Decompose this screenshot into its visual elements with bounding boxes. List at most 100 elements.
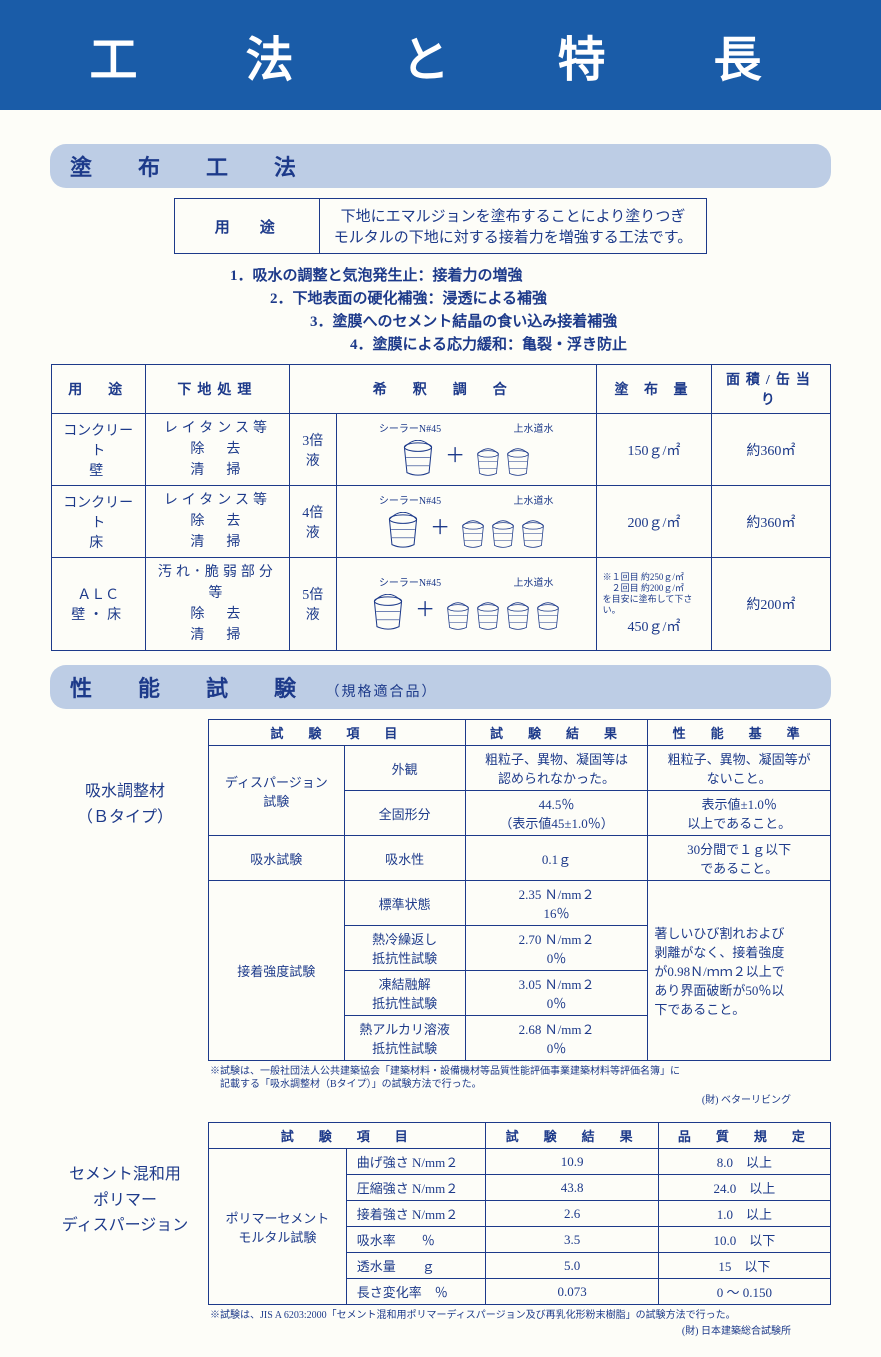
usage-label: 用途	[174, 199, 319, 254]
bucket-icon	[475, 602, 501, 632]
feature-item: 2．下地表面の硬化補強：浸透による補強	[50, 287, 831, 308]
th-prep: 下地処理	[145, 365, 289, 414]
feature-item: 4．塗膜による応力緩和：亀裂・浮き防止	[50, 333, 831, 354]
th-std-b: 品 質 規 定	[658, 1123, 830, 1149]
cell-amount: 150ｇ/㎡	[596, 414, 712, 486]
cell-group: ディスパージョン試験	[209, 746, 345, 836]
cell-ratio: 5倍液	[289, 558, 336, 651]
cell-group: ポリマーセメントモルタル試験	[209, 1149, 347, 1305]
cell-area: 約360㎡	[712, 414, 830, 486]
cell-sub: 外観	[344, 746, 465, 791]
cell-use: コンクリート壁	[51, 414, 145, 486]
th-std: 性 能 基 準	[648, 720, 831, 746]
cell-sub: 吸水性	[344, 836, 465, 881]
cell-result: 43.8	[486, 1175, 658, 1201]
performance-table-b: 試 験 項 目 試 験 結 果 品 質 規 定 ポリマーセメントモルタル試験曲げ…	[208, 1122, 831, 1305]
th-area: 面積/缶当り	[712, 365, 830, 414]
cell-sub: 熱冷繰返し抵抗性試験	[344, 926, 465, 971]
cell-result: 2.6	[486, 1201, 658, 1227]
cell-result: 0.1ｇ	[465, 836, 648, 881]
cell-area: 約200㎡	[712, 558, 830, 651]
cell-sub: 接着強さ N/mm２	[346, 1201, 486, 1227]
cell-std: 30分間で１ｇ以下であること。	[648, 836, 831, 881]
test-b-label: セメント混和用 ポリマー ディスパージョン	[50, 1122, 200, 1239]
cell-sub: 熱アルカリ溶液抵抗性試験	[344, 1016, 465, 1061]
cell-sub: 透水量 ｇ	[346, 1253, 486, 1279]
footnote-a: ※試験は、一般社団法人公共建築協会「建築材料・設備機材等品質性能評価事業建築材料…	[210, 1065, 831, 1091]
cell-use: コンクリート床	[51, 486, 145, 558]
cell-dilution: シーラーN#45上水道水 ＋	[336, 414, 596, 486]
bucket-icon	[520, 520, 546, 550]
feature-item: 1．吸水の調整と気泡発生止：接着力の増強	[50, 264, 831, 285]
bucket-icon	[505, 448, 531, 478]
cell-prep: レイタンス等除 去清 掃	[145, 486, 289, 558]
bucket-icon	[475, 448, 501, 478]
cell-prep: レイタンス等除 去清 掃	[145, 414, 289, 486]
feature-list: 1．吸水の調整と気泡発生止：接着力の増強2．下地表面の硬化補強：浸透による補強3…	[50, 264, 831, 354]
feature-item: 3．塗膜へのセメント結晶の食い込み接着補強	[50, 310, 831, 331]
cell-group: 吸水試験	[209, 836, 345, 881]
cell-sub: 全固形分	[344, 791, 465, 836]
cell-amount: ※１回目 約250ｇ/㎡ ２回目 約200ｇ/㎡を目安に塗布して下さい。450ｇ…	[596, 558, 712, 651]
cell-prep: 汚れ･脆弱部分等除 去清 掃	[145, 558, 289, 651]
footnote-b-right: (財) 日本建築総合試験所	[50, 1322, 791, 1337]
cell-sub: 凍結融解抵抗性試験	[344, 971, 465, 1016]
section-header-performance: 性 能 試 験 （規格適合品）	[50, 665, 831, 709]
cell-group: 接着強度試験	[209, 881, 345, 1061]
cell-result: 5.0	[486, 1253, 658, 1279]
bucket-icon	[490, 520, 516, 550]
th-result-b: 試 験 結 果	[486, 1123, 658, 1149]
th-item: 試 験 項 目	[209, 720, 466, 746]
usage-table: 用途 下地にエマルジョンを塗布することにより塗りつぎ モルタルの下地に対する接着…	[174, 198, 708, 254]
cell-result: 粗粒子、異物、凝固等は認められなかった。	[465, 746, 648, 791]
section-header-method: 塗 布 工 法	[50, 144, 831, 188]
bucket-icon	[371, 594, 405, 632]
cell-sub: 長さ変化率 ％	[346, 1279, 486, 1305]
method-table: 用 途 下地処理 希 釈 調 合 塗 布 量 面積/缶当り コンクリート壁 レイ…	[51, 364, 831, 651]
footnote-b: ※試験は、JIS A 6203:2000「セメント混和用ポリマーディスパージョン…	[210, 1309, 831, 1322]
cell-area: 約360㎡	[712, 486, 830, 558]
bucket-icon	[445, 602, 471, 632]
cell-std: 粗粒子、異物、凝固等がないこと。	[648, 746, 831, 791]
cell-std: 表示値±1.0％以上であること。	[648, 791, 831, 836]
cell-amount: 200ｇ/㎡	[596, 486, 712, 558]
cell-result: 3.05 Ｎ/mm２0％	[465, 971, 648, 1016]
bucket-icon	[505, 602, 531, 632]
th-result: 試 験 結 果	[465, 720, 648, 746]
th-dilution: 希 釈 調 合	[289, 365, 596, 414]
cell-std: 24.0 以上	[658, 1175, 830, 1201]
cell-result: 10.9	[486, 1149, 658, 1175]
cell-std: 0 ～ 0.150	[658, 1279, 830, 1305]
cell-sub: 吸水率 ％	[346, 1227, 486, 1253]
th-use: 用 途	[51, 365, 145, 414]
cell-std: 10.0 以下	[658, 1227, 830, 1253]
cell-sub: 曲げ強さ N/mm２	[346, 1149, 486, 1175]
cell-std: 著しいひび割れおよび剥離がなく、接着強度が0.98Ｎ/ｍｍ２以上であり界面破断が…	[648, 881, 831, 1061]
footnote-a-right: (財) ベターリビング	[50, 1091, 791, 1106]
bucket-icon	[535, 602, 561, 632]
cell-dilution: シーラーN#45上水道水 ＋	[336, 486, 596, 558]
cell-dilution: シーラーN#45上水道水 ＋	[336, 558, 596, 651]
bucket-icon	[386, 512, 420, 550]
cell-result: 2.70 Ｎ/mm２0％	[465, 926, 648, 971]
cell-std: 15 以下	[658, 1253, 830, 1279]
th-item-b: 試 験 項 目	[209, 1123, 486, 1149]
cell-result: 44.5％（表示値45±1.0％）	[465, 791, 648, 836]
cell-result: 3.5	[486, 1227, 658, 1253]
cell-sub: 圧縮強さ N/mm２	[346, 1175, 486, 1201]
th-amount: 塗 布 量	[596, 365, 712, 414]
performance-table-a: 試 験 項 目 試 験 結 果 性 能 基 準 ディスパージョン試験外観粗粒子、…	[208, 719, 831, 1061]
bucket-icon	[460, 520, 486, 550]
cell-std: 1.0 以上	[658, 1201, 830, 1227]
main-title: 工 法 と 特 長	[0, 0, 881, 110]
test-a-label: 吸水調整材 （Ｂタイプ）	[50, 719, 200, 830]
cell-ratio: 3倍液	[289, 414, 336, 486]
cell-sub: 標準状態	[344, 881, 465, 926]
bucket-icon	[401, 440, 435, 478]
cell-result: 0.073	[486, 1279, 658, 1305]
cell-result: 2.68 Ｎ/mm２0％	[465, 1016, 648, 1061]
cell-result: 2.35 Ｎ/mm２16％	[465, 881, 648, 926]
cell-std: 8.0 以上	[658, 1149, 830, 1175]
cell-ratio: 4倍液	[289, 486, 336, 558]
usage-description: 下地にエマルジョンを塗布することにより塗りつぎ モルタルの下地に対する接着力を増…	[319, 199, 707, 254]
